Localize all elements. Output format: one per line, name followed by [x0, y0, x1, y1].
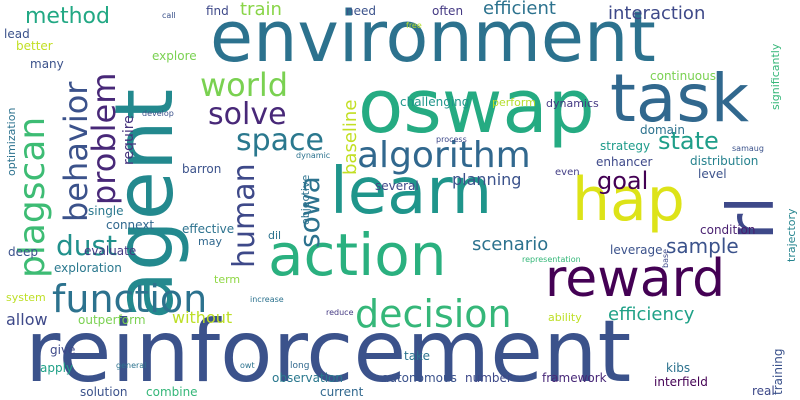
word-goal: goal: [597, 167, 649, 195]
word-distribution: distribution: [690, 154, 759, 168]
word-interfield: interfield: [654, 375, 708, 389]
word-enhancer: enhancer: [596, 155, 653, 169]
word-term: term: [214, 273, 241, 286]
word-efficiency: efficiency: [608, 304, 695, 325]
word-interaction: interaction: [608, 3, 706, 24]
word-state: state: [658, 127, 719, 155]
word-combine: combine: [146, 385, 198, 399]
word-connext: connext: [106, 218, 155, 232]
word-observation: observation: [272, 371, 343, 385]
word-reduce: reduce: [326, 308, 354, 317]
word-oswap: oswap: [358, 64, 595, 150]
word-action: action: [268, 221, 447, 289]
word-strategy: strategy: [600, 139, 651, 153]
word-allow: allow: [6, 310, 48, 329]
word-function: function: [52, 277, 208, 321]
word-space: space: [236, 123, 325, 158]
word-deep: deep: [8, 245, 38, 259]
word-even: even: [555, 167, 580, 178]
word-scenario: scenario: [472, 234, 549, 255]
word-develop: develop: [142, 109, 174, 118]
word-leverage: leverage: [610, 243, 663, 257]
word-long: long: [290, 361, 310, 371]
word-exploration: exploration: [54, 261, 122, 275]
word-samaug: samaug: [732, 144, 764, 153]
word-take: take: [404, 349, 430, 363]
word-process: process: [436, 135, 467, 144]
word-find: find: [206, 4, 229, 18]
word-human: human: [227, 163, 262, 268]
word-may: may: [198, 235, 222, 248]
word-several: several: [375, 179, 419, 193]
word-often: often: [432, 4, 464, 18]
word-domain: domain: [640, 123, 685, 137]
word-real: real: [752, 384, 775, 398]
word-better: better: [16, 39, 53, 53]
word-trajectory: trajectory: [785, 208, 798, 262]
word-algorithm: algorithm: [357, 135, 531, 176]
word-ability: ability: [548, 311, 582, 324]
word-apply: apply: [40, 361, 74, 375]
word-optimization: optimization: [5, 107, 18, 176]
word-autonomous: autonomous: [382, 371, 457, 385]
word-framework: framework: [542, 371, 607, 385]
word-condition: condition: [700, 223, 756, 237]
word-level: level: [698, 167, 727, 181]
word-sample: sample: [666, 234, 739, 258]
word-hap: hap: [572, 165, 685, 235]
word-effective: effective: [182, 222, 235, 236]
word-system: system: [6, 291, 46, 304]
word-representation: representation: [522, 255, 581, 264]
word-current: current: [320, 385, 364, 399]
word-continuous: continuous: [650, 69, 716, 83]
word-free: free: [406, 21, 422, 30]
word-solve: solve: [208, 97, 287, 132]
word-give: give: [50, 343, 76, 357]
word-solution: solution: [80, 385, 128, 399]
word-increase: increase: [250, 295, 284, 304]
word-call: call: [162, 11, 176, 20]
word-environment: environment: [210, 0, 656, 78]
word-reward: reward: [545, 249, 726, 309]
word-general: general: [116, 361, 147, 370]
word-number: number: [465, 371, 512, 385]
word-dynamics: dynamics: [546, 97, 599, 110]
word-reinforcement: reinforcement: [25, 302, 632, 400]
word-baseline: baseline: [340, 99, 361, 175]
word-many: many: [30, 57, 64, 71]
word-significantly: significantly: [769, 43, 782, 110]
word-train: train: [240, 0, 282, 20]
word-owt: owt: [240, 361, 255, 370]
word-perform: perform: [492, 96, 536, 109]
word-without: without: [172, 308, 233, 327]
word-dil: dil: [268, 229, 282, 242]
word-lead: lead: [4, 27, 30, 41]
word-learn: learn: [330, 155, 493, 229]
word-require: require: [121, 115, 137, 165]
word-task: task: [610, 60, 749, 137]
word-objective: objective: [299, 174, 312, 225]
word-evaluate: evaluate: [84, 244, 137, 258]
word-challenging: challenging: [400, 95, 470, 109]
word-single: single: [88, 204, 124, 218]
word-method: method: [25, 4, 110, 29]
word-need: need: [346, 4, 376, 18]
word-kibs: kibs: [666, 361, 691, 375]
word-outperform: outperform: [78, 313, 146, 327]
word-efficient: efficient: [483, 0, 556, 19]
word-world: world: [200, 66, 289, 104]
word-planning: planning: [452, 170, 522, 189]
word-dynamic: dynamic: [296, 151, 331, 160]
word-barron: barron: [182, 162, 222, 176]
word-dust: dust: [56, 229, 118, 262]
word-explore: explore: [152, 49, 197, 63]
word-decision: decision: [355, 292, 512, 336]
word-training: training: [771, 348, 785, 396]
word-base: base: [661, 248, 670, 268]
word-problem: problem: [85, 72, 123, 205]
